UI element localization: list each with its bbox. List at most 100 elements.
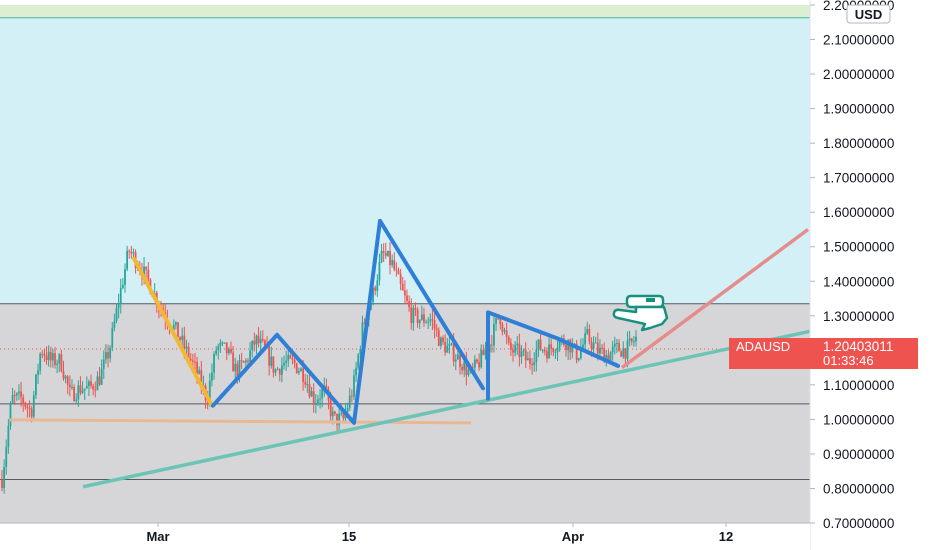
candlestick-series <box>1 242 637 494</box>
candle-body <box>448 343 451 346</box>
pattern-drawings <box>9 218 811 489</box>
time-axis-background <box>0 523 810 550</box>
currency-label: USD <box>855 7 882 22</box>
candle-body <box>334 411 336 414</box>
yellow-pattern-line <box>132 256 214 408</box>
candle-body <box>620 351 623 357</box>
blue-pattern-polyline-1 <box>486 310 620 401</box>
candle-body <box>90 381 92 386</box>
candle-body <box>143 266 145 278</box>
candle-body <box>88 381 90 386</box>
time-tick-label: 15 <box>342 529 356 544</box>
price-axis-background <box>810 0 932 550</box>
candle-body <box>399 274 402 284</box>
candle-body <box>85 385 88 389</box>
candle-body <box>509 342 512 350</box>
ascending-trendline <box>82 329 811 489</box>
candle-body <box>189 358 192 361</box>
candle-body <box>198 370 201 374</box>
candle-body <box>435 328 438 331</box>
candle-body <box>465 361 468 376</box>
candle-body <box>535 349 538 363</box>
candle-body <box>628 338 631 341</box>
candle-body <box>503 330 506 332</box>
candle-body <box>308 384 311 397</box>
candle-body <box>346 407 349 412</box>
last-price-value: 1.20403011 <box>823 339 893 354</box>
candle-body <box>348 395 351 408</box>
candle-body <box>501 324 504 332</box>
candle-body <box>342 413 345 419</box>
candle-body <box>363 322 366 324</box>
candle-body <box>47 351 50 361</box>
candle-body <box>514 345 517 353</box>
candle-body <box>236 363 239 377</box>
candle-body <box>537 339 540 350</box>
candle-body <box>219 342 222 346</box>
price-axis[interactable]: 0.70000000 0.80000000 0.90000000 1.00000000… <box>809 0 932 550</box>
candle-body <box>599 347 601 354</box>
candle-body <box>418 319 421 324</box>
currency-badge[interactable]: USD <box>846 4 891 24</box>
candle-body <box>480 349 483 368</box>
candle-body <box>283 362 285 366</box>
zone-2 <box>0 303 810 523</box>
candle-body <box>304 381 307 385</box>
candle-body <box>43 353 46 356</box>
zone-1 <box>0 5 810 18</box>
candle-body <box>446 345 449 353</box>
candle-body <box>132 252 135 254</box>
candle-body <box>548 344 550 359</box>
candle-body <box>350 395 353 397</box>
candle-body <box>109 347 112 359</box>
price-tick-label: 1.90000000 <box>823 102 894 117</box>
symbol-label: ADAUSD <box>736 339 790 354</box>
countdown-timer: 01:33:46 <box>823 353 874 368</box>
candle-body <box>238 360 241 377</box>
candle-body <box>601 347 603 349</box>
candle-body <box>325 385 328 390</box>
candle-body <box>225 342 228 354</box>
price-tick-label: 0.90000000 <box>823 447 894 462</box>
hand-fingers <box>612 305 669 332</box>
candle-body <box>223 342 226 344</box>
candle-body <box>107 352 109 359</box>
candle-body <box>391 260 394 266</box>
candle-body <box>5 447 8 467</box>
candle-body <box>389 250 391 266</box>
candle-body <box>497 318 500 320</box>
candle-body <box>516 343 519 346</box>
candle-body <box>427 321 430 323</box>
candle-body <box>1 479 3 489</box>
candle-body <box>24 403 27 407</box>
candle-body <box>442 337 444 343</box>
candle-body <box>429 319 432 322</box>
price-tick-label: 1.80000000 <box>823 136 894 151</box>
candle-body <box>493 323 495 346</box>
candle-body <box>406 295 408 302</box>
candle-body <box>302 368 304 382</box>
candle-body <box>280 365 283 375</box>
candle-body <box>191 360 194 362</box>
candle-body <box>66 376 69 385</box>
candle-body <box>56 363 59 365</box>
candle-body <box>247 360 249 362</box>
candle-body <box>499 318 502 325</box>
time-axis[interactable]: Mar 15 Apr 12 <box>0 522 810 550</box>
candle-body <box>73 386 75 401</box>
candle-body <box>297 371 300 373</box>
candle-body <box>482 349 485 356</box>
candle-body <box>473 359 476 368</box>
candle-body <box>331 411 334 417</box>
candle-body <box>276 369 279 371</box>
time-tick-label: 12 <box>719 529 733 544</box>
candle-body <box>217 345 220 351</box>
candle-body <box>420 314 423 320</box>
price-tick-label: 2.00000000 <box>823 67 894 82</box>
candle-body <box>372 287 374 303</box>
candle-body <box>607 355 610 361</box>
candle-body <box>626 340 629 359</box>
candle-body <box>244 360 247 363</box>
candle-body <box>616 342 618 344</box>
candle-body <box>437 330 440 346</box>
